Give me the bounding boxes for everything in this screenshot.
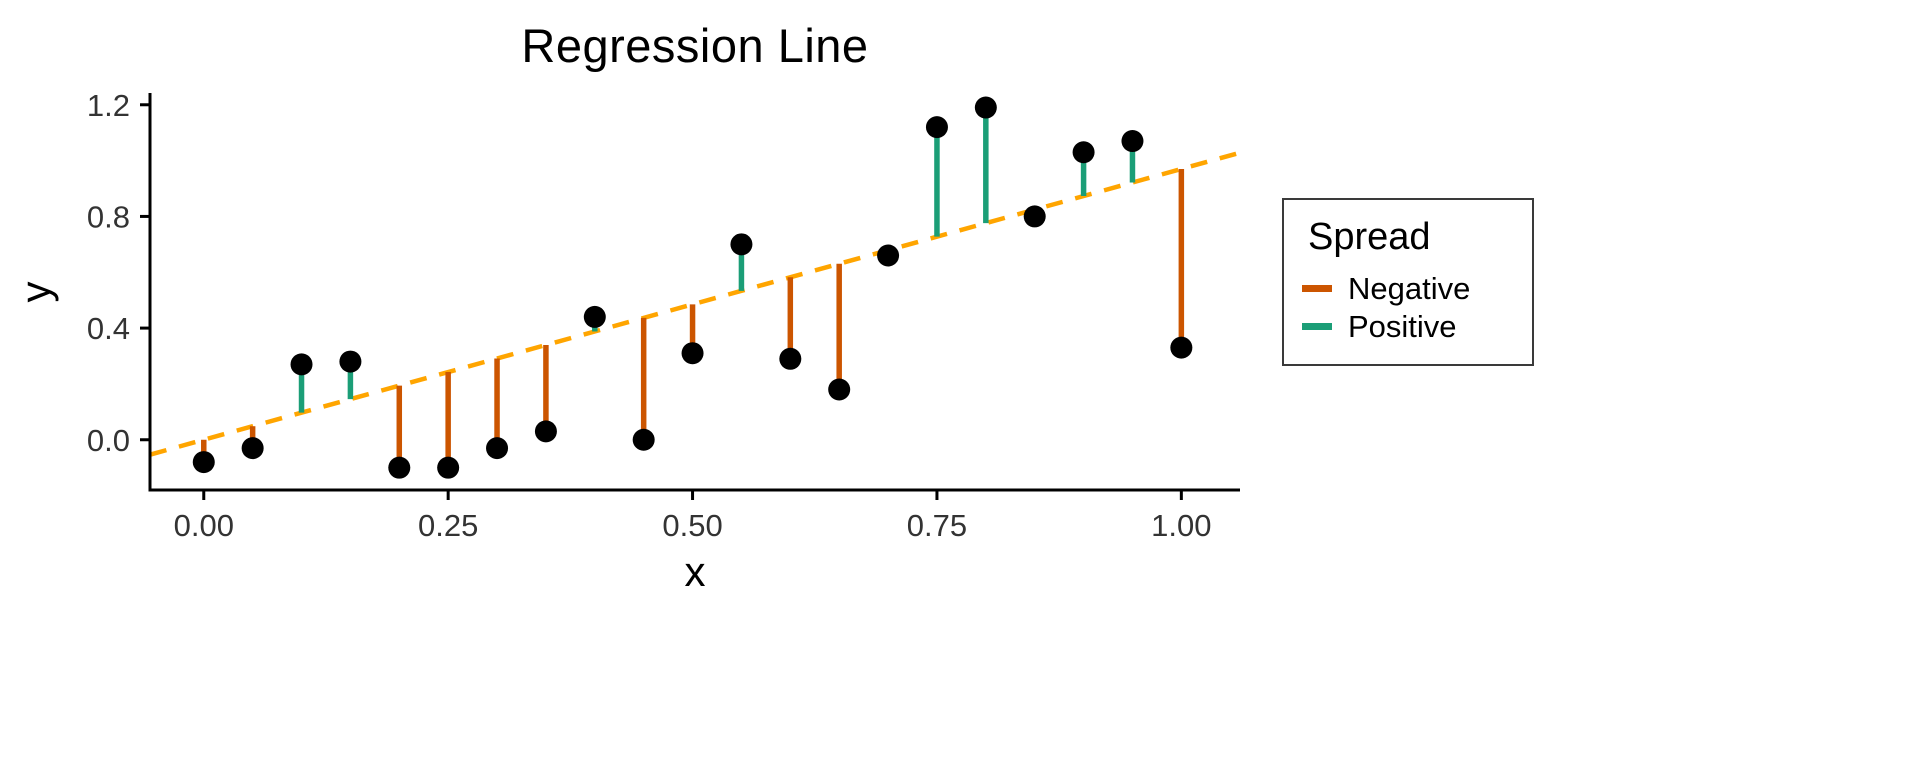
x-tick-label: 0.75 [907,508,967,543]
data-point [779,347,802,370]
y-tick-label: 0.0 [87,423,130,458]
data-point [486,437,509,460]
data-point [681,342,704,365]
legend-item-label: Negative [1348,271,1471,306]
data-point [1121,130,1144,153]
data-point [339,350,362,373]
x-tick-label: 0.25 [418,508,478,543]
legend-item: Negative [1302,271,1514,307]
legend-item-label: Positive [1348,308,1457,344]
chart-title: Regression Line [521,19,869,72]
y-axis-label: y [12,281,59,303]
legend: Spread Negative Positive [1282,198,1534,367]
data-point [388,456,411,479]
data-point [241,437,264,460]
data-point [828,378,851,401]
x-tick-label: 0.50 [662,508,722,543]
legend-item: Positive [1302,309,1514,345]
data-point [534,420,557,443]
data-point [925,116,948,139]
data-point [1072,141,1095,164]
x-tick-label: 0.00 [174,508,234,543]
data-point [192,451,215,474]
x-axis-label: x [684,548,706,595]
data-point [1170,336,1193,359]
data-point [730,233,753,256]
data-point [290,353,313,376]
legend-items: Negative Positive [1302,271,1514,344]
data-point [877,244,900,267]
y-tick-label: 0.4 [87,311,130,346]
x-tick-label: 1.00 [1151,508,1211,543]
y-tick-label: 1.2 [87,88,130,123]
regression-line [149,150,1241,457]
data-point [437,456,460,479]
legend-title: Spread [1308,216,1431,258]
data-point [632,428,655,451]
data-point [583,305,606,328]
data-point [974,96,997,119]
data-point [1023,205,1046,228]
legend-swatch [1302,322,1332,330]
legend-swatch [1302,285,1332,293]
y-tick-label: 0.8 [87,199,130,234]
